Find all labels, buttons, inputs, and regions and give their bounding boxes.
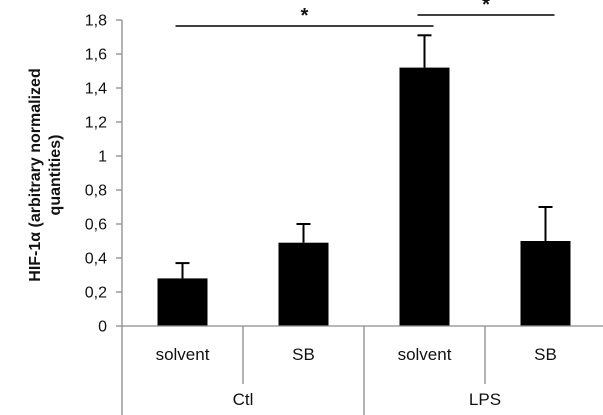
y-tick-label: 1	[98, 149, 107, 166]
significance-marker: *	[301, 5, 309, 27]
significance-marker: *	[482, 0, 490, 16]
group-label: LPS	[469, 390, 501, 409]
bar	[157, 278, 208, 326]
significance-annotations: * *	[175, 0, 555, 27]
category-label: SB	[292, 345, 315, 364]
category-label: solvent	[156, 345, 210, 364]
y-tick-label: 1,4	[85, 81, 107, 98]
group-label: Ctl	[233, 390, 254, 409]
y-tick-label: 0,8	[85, 183, 107, 200]
plot-area	[157, 34, 571, 326]
bar	[278, 242, 329, 326]
bar	[399, 67, 450, 326]
y-axis-title-line: quantities)	[47, 135, 64, 216]
category-label: solvent	[398, 345, 452, 364]
x-axis-categories: solvent SB solvent SB Ctl LPS	[121, 325, 603, 415]
y-axis: 0 0,2 0,4 0,6 0,8 1 1,2 1,4 1,6 1,8	[85, 13, 123, 336]
bar	[520, 241, 571, 326]
y-tick-label: 0	[98, 319, 107, 336]
y-tick-label: 1,6	[85, 47, 107, 64]
y-axis-title: HIF-1α (arbitrary normalized quantities)	[27, 68, 64, 281]
y-tick-label: 1,8	[85, 13, 107, 30]
y-tick-label: 0,6	[85, 217, 107, 234]
y-axis-title-line: HIF-1α (arbitrary normalized	[27, 68, 44, 281]
y-tick-label: 0,2	[85, 285, 107, 302]
category-label: SB	[534, 345, 557, 364]
y-tick-label: 0,4	[85, 251, 107, 268]
y-tick-label: 1,2	[85, 115, 107, 132]
